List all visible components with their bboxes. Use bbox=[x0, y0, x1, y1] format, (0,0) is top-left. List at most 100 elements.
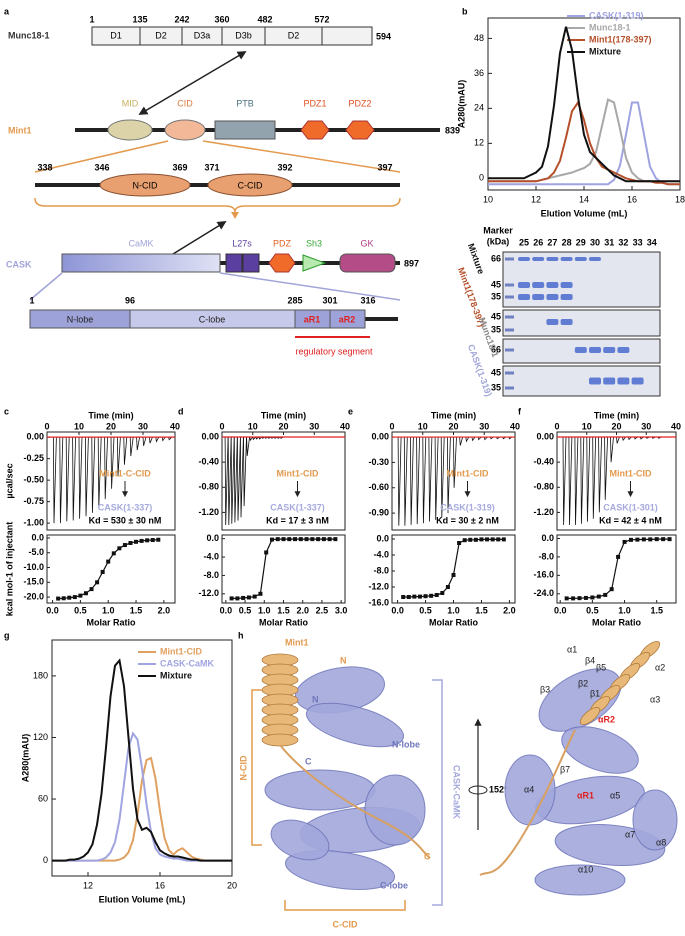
protein-band bbox=[589, 257, 601, 261]
injection-peak bbox=[233, 436, 238, 523]
injection-peak bbox=[230, 436, 235, 524]
x-axis-label: Time (min) bbox=[88, 410, 133, 420]
plot-frame bbox=[51, 639, 233, 877]
x-tick-label: 0 bbox=[44, 421, 49, 431]
data-point bbox=[583, 595, 588, 600]
domain-label: D3b bbox=[235, 30, 252, 40]
data-point bbox=[139, 538, 144, 543]
x-tick-label: 40 bbox=[340, 421, 350, 431]
plot-frame bbox=[391, 534, 516, 604]
position-label: 1 bbox=[29, 295, 34, 305]
x-tick-label: 30 bbox=[641, 421, 651, 431]
data-point bbox=[412, 594, 417, 599]
domain bbox=[164, 119, 206, 141]
y-tick-label: 36 bbox=[474, 68, 484, 78]
sse-label: α3 bbox=[650, 694, 660, 704]
y-tick-label: -1.20 bbox=[533, 507, 554, 517]
injection-peak bbox=[622, 436, 626, 442]
fit-line bbox=[403, 538, 504, 598]
y-tick-label: 0.0 bbox=[206, 533, 219, 543]
position-label: 572 bbox=[314, 14, 329, 24]
domain-label: N-CID bbox=[133, 180, 158, 190]
ribbon bbox=[504, 754, 556, 826]
y-tick-label: -0.80 bbox=[198, 482, 219, 492]
data-point bbox=[252, 594, 257, 599]
y-tick-label: -4.0 bbox=[203, 551, 219, 561]
x-tick-label: 3.0 bbox=[335, 605, 348, 615]
data-point bbox=[596, 594, 601, 599]
injection-peak bbox=[123, 437, 128, 465]
gel-header: Marker bbox=[483, 225, 513, 235]
y-tick-label: 0.00 bbox=[536, 431, 554, 441]
injection-peak bbox=[243, 436, 247, 507]
x-tick-label: 30 bbox=[309, 421, 319, 431]
data-point bbox=[648, 537, 653, 542]
sse-label: β1 bbox=[590, 688, 600, 698]
data-point bbox=[501, 537, 506, 542]
domain bbox=[207, 173, 293, 197]
domain bbox=[225, 253, 243, 273]
lane-label: 27 bbox=[547, 237, 557, 247]
marker-label: 45 bbox=[491, 311, 501, 321]
injection-peak bbox=[237, 436, 241, 521]
protein-band bbox=[603, 377, 616, 385]
protein-band bbox=[546, 282, 559, 288]
y-tick-label: -10.0 bbox=[23, 562, 44, 572]
data-point bbox=[106, 559, 111, 564]
receptor-label: CASK(1-337) bbox=[270, 502, 325, 512]
injection-peak bbox=[110, 437, 115, 489]
structure-label: N bbox=[312, 694, 319, 704]
x-tick-label: 1.5 bbox=[130, 605, 143, 615]
data-point bbox=[72, 595, 77, 600]
data-point bbox=[61, 596, 66, 601]
ribbon bbox=[264, 769, 376, 811]
y-tick-label: -15.0 bbox=[23, 577, 44, 587]
sse-label: α5 bbox=[610, 790, 620, 800]
y-tick-label: 0 bbox=[43, 855, 48, 865]
data-point bbox=[445, 585, 450, 589]
x-tick-label: 10 bbox=[582, 421, 592, 431]
protein-band bbox=[631, 377, 644, 385]
data-point bbox=[479, 537, 484, 542]
gel-row-label: Mixture bbox=[466, 242, 486, 276]
y-tick-label: -16.0 bbox=[533, 570, 554, 580]
data-point bbox=[401, 595, 406, 599]
x-axis-label: Molar Ratio bbox=[429, 617, 479, 627]
y-tick-label: -1.00 bbox=[23, 517, 44, 527]
x-tick-label: 1.0 bbox=[102, 605, 115, 615]
y-tick-label: 120 bbox=[33, 732, 48, 742]
injection-peak bbox=[616, 436, 620, 444]
ribbon bbox=[364, 774, 426, 846]
injection-peak bbox=[403, 437, 408, 526]
y-tick-label: -4.0 bbox=[373, 549, 389, 559]
data-point bbox=[327, 537, 332, 542]
receptor-label: CASK(1-337) bbox=[98, 502, 153, 512]
ligand-label: Mint1-CID bbox=[447, 468, 489, 478]
x-axis-label: Molar Ratio bbox=[259, 617, 309, 627]
domain-label: aR2 bbox=[339, 314, 356, 324]
gel-image bbox=[502, 309, 661, 337]
domain-label: MID bbox=[122, 98, 139, 108]
fit-line bbox=[231, 538, 336, 599]
y-axis-label: µcal/sec bbox=[4, 463, 14, 498]
domain bbox=[339, 253, 396, 273]
injection-peak bbox=[477, 436, 482, 441]
y-tick-label: 24 bbox=[474, 103, 484, 113]
injection-peak bbox=[78, 437, 83, 519]
injection-peak bbox=[53, 437, 57, 524]
data-point bbox=[134, 539, 139, 544]
panel-label: b bbox=[462, 6, 468, 16]
protein-band bbox=[560, 257, 573, 261]
x-tick-label: 14 bbox=[579, 194, 589, 204]
y-tick-label: -0.40 bbox=[533, 457, 554, 467]
data-point bbox=[150, 538, 155, 543]
protein-band bbox=[560, 319, 573, 325]
y-tick-label: 0.00 bbox=[26, 432, 44, 442]
sse-label: β3 bbox=[540, 684, 550, 694]
ribbon bbox=[534, 864, 626, 896]
y-tick-label: -0.40 bbox=[198, 457, 219, 467]
helix bbox=[579, 706, 601, 726]
panel-label: e bbox=[348, 406, 353, 416]
domain-label: Sh3 bbox=[306, 238, 322, 248]
